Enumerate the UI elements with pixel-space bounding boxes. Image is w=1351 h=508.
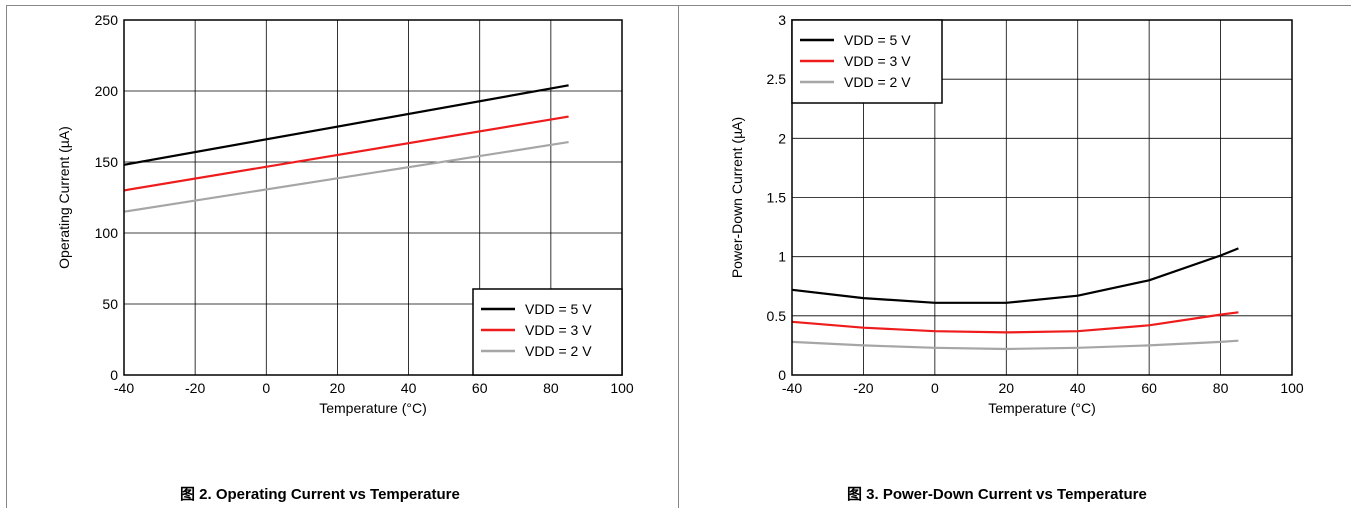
x-tick-label: -40 xyxy=(782,380,802,396)
plot-area-border xyxy=(123,19,623,376)
operating-current-chart: -40 -20 0 20 40 60 80 100 0 50 100 150 200 250 Tempera… xyxy=(56,12,634,416)
y-tick-label: 150 xyxy=(95,154,119,170)
series-line-3 xyxy=(123,141,569,213)
series-line-1 xyxy=(791,247,1239,304)
y-tick-label: 1.5 xyxy=(767,190,787,206)
power-down-current-chart: -40 -20 0 20 40 60 80 100 0 0.5 1 1.5 2 2.5 3 Temperatu… xyxy=(729,12,1304,416)
x-tick-label: 100 xyxy=(1280,380,1304,396)
x-tick-label: -20 xyxy=(185,380,205,396)
x-tick-label: 100 xyxy=(610,380,634,396)
y-tick-label: 2 xyxy=(778,130,786,146)
x-tick-label: 60 xyxy=(1141,380,1157,396)
y-tick-label: 3 xyxy=(778,12,786,28)
legend-label-3: VDD = 2 V xyxy=(844,74,911,90)
legend-label-2: VDD = 3 V xyxy=(844,53,911,69)
series-line-3 xyxy=(791,339,1239,351)
x-axis-label: Temperature (°C) xyxy=(988,400,1096,416)
x-tick-label: 40 xyxy=(1070,380,1086,396)
series-line-2 xyxy=(791,311,1239,334)
legend-label-3: VDD = 2 V xyxy=(525,343,592,359)
plot-area-border xyxy=(791,19,1293,376)
y-tick-label: 200 xyxy=(95,83,119,99)
y-tick-label: 0 xyxy=(110,367,118,383)
y-axis-label: Power-Down Current (µA) xyxy=(729,117,745,278)
y-tick-label: 2.5 xyxy=(767,71,787,87)
x-tick-label: 60 xyxy=(472,380,488,396)
legend-box xyxy=(472,288,623,376)
y-tick-label: 50 xyxy=(102,296,118,312)
series-line-1 xyxy=(123,84,569,166)
figure-caption-3: 图 3. Power-Down Current vs Temperature xyxy=(847,486,1147,503)
figure-caption-2: 图 2. Operating Current vs Temperature xyxy=(180,486,460,503)
series-line-2 xyxy=(123,115,569,192)
x-tick-label: 80 xyxy=(1213,380,1229,396)
y-tick-label: 250 xyxy=(95,12,119,28)
y-tick-label: 0 xyxy=(778,367,786,383)
x-tick-label: 0 xyxy=(931,380,939,396)
x-tick-label: 20 xyxy=(998,380,1014,396)
legend-label-1: VDD = 5 V xyxy=(525,301,592,317)
y-tick-label: 1 xyxy=(778,249,786,265)
x-tick-label: -20 xyxy=(853,380,873,396)
x-tick-label: 0 xyxy=(262,380,270,396)
y-axis-label: Operating Current (µA) xyxy=(56,126,72,269)
panel-divider xyxy=(678,5,679,508)
x-axis-label: Temperature (°C) xyxy=(319,400,427,416)
y-tick-label: 100 xyxy=(95,225,119,241)
x-tick-label: 20 xyxy=(330,380,346,396)
legend-label-1: VDD = 5 V xyxy=(844,32,911,48)
y-tick-label: 0.5 xyxy=(767,308,787,324)
x-tick-label: -40 xyxy=(114,380,134,396)
legend-label-2: VDD = 3 V xyxy=(525,322,592,338)
x-tick-label: 80 xyxy=(543,380,559,396)
x-tick-label: 40 xyxy=(401,380,417,396)
panel-border-left xyxy=(6,5,7,508)
